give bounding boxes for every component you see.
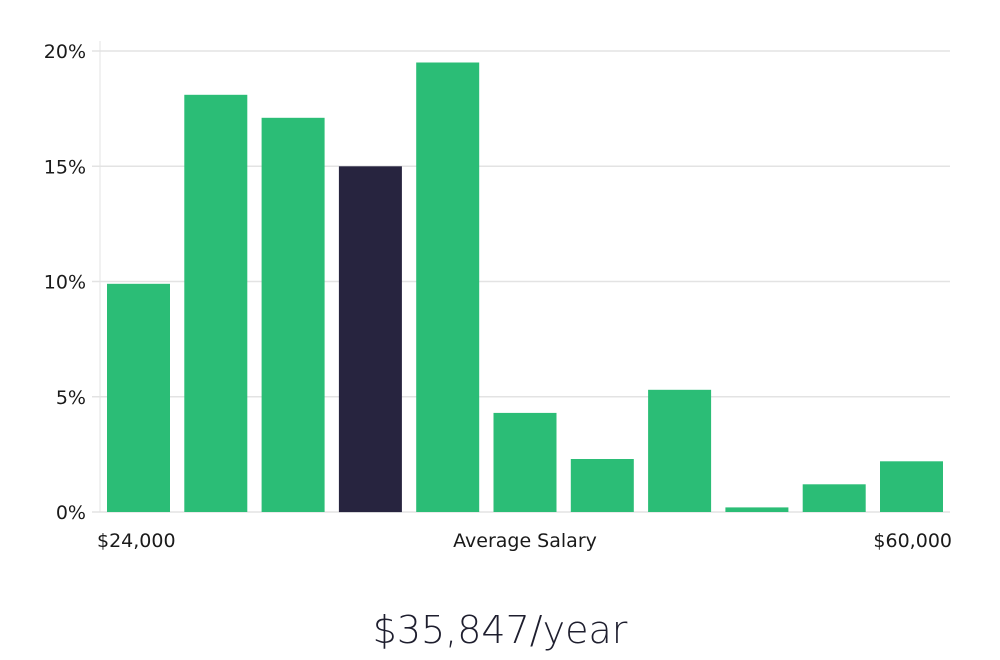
bar bbox=[493, 412, 557, 512]
x-center-label: Average Salary bbox=[453, 530, 597, 552]
y-tick-label: 10% bbox=[44, 272, 86, 294]
y-tick-label: 5% bbox=[56, 387, 86, 409]
y-tick-label: 20% bbox=[44, 41, 86, 63]
bar bbox=[570, 459, 634, 512]
bar bbox=[725, 507, 789, 512]
y-tick-label: 15% bbox=[44, 156, 86, 178]
x-max-label: $60,000 bbox=[873, 530, 952, 552]
bar bbox=[648, 389, 712, 512]
bar bbox=[261, 117, 325, 513]
y-axis-ticks: 0% 5% 10% 15% 20% bbox=[44, 41, 86, 524]
bar bbox=[880, 461, 943, 512]
salary-histogram: 0% 5% 10% 15% 20% $24,000 Average Salary $60… bbox=[44, 41, 952, 552]
bars bbox=[107, 62, 943, 513]
bar bbox=[802, 484, 866, 512]
average-salary-value: $35,847/year bbox=[372, 608, 628, 652]
y-tick-label: 0% bbox=[56, 502, 86, 524]
bar-highlighted bbox=[338, 166, 402, 513]
bar bbox=[184, 94, 248, 513]
bar bbox=[416, 62, 480, 512]
bar bbox=[107, 283, 170, 512]
x-min-label: $24,000 bbox=[97, 530, 176, 552]
